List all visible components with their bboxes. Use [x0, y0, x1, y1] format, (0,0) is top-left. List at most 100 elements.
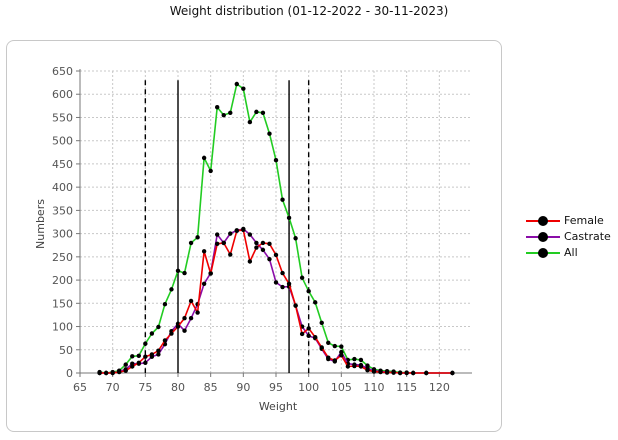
data-point-castrate: [143, 360, 148, 365]
data-point-female: [182, 315, 187, 321]
data-point-female: [195, 310, 200, 315]
data-point-castrate: [201, 281, 207, 286]
data-point-female: [345, 364, 351, 369]
data-point-female: [123, 368, 128, 373]
data-point-female: [371, 369, 377, 374]
data-point-castrate: [156, 352, 161, 357]
data-point-female: [254, 245, 259, 250]
data-point-all: [169, 287, 174, 292]
x-tick-label: 95: [269, 381, 283, 394]
data-point-castrate: [339, 349, 344, 355]
data-point-female: [286, 281, 292, 286]
tick-labels: 0 50 100 150 200 250 300 350 400 450 500 550 600 650 6…: [52, 65, 450, 394]
data-point-female: [273, 252, 279, 258]
legend-marker-female: [538, 215, 548, 226]
data-point-female: [221, 240, 226, 246]
data-point-female: [299, 331, 305, 337]
legend: Female Castrate All: [526, 213, 611, 261]
data-point-female: [143, 354, 148, 359]
y-tick-label: 650: [52, 65, 73, 78]
data-point-female: [293, 303, 298, 308]
x-tick-label: 90: [236, 381, 250, 394]
data-point-castrate: [182, 328, 187, 333]
data-point-all: [299, 275, 305, 280]
data-point-castrate: [273, 280, 279, 285]
data-point-all: [156, 324, 161, 330]
x-tick-label: 70: [106, 381, 120, 394]
x-tick-label: 120: [429, 381, 450, 394]
x-tick-label: 85: [204, 381, 218, 394]
data-point-female: [130, 364, 135, 369]
data-point-female: [267, 241, 272, 247]
data-point-all: [267, 131, 272, 136]
data-point-all: [136, 353, 141, 359]
legend-label-castrate: Castrate: [564, 230, 611, 243]
reference-lines: [144, 80, 310, 373]
data-point-female: [404, 370, 409, 376]
data-point-female: [384, 370, 390, 375]
legend-item-castrate[interactable]: Castrate: [526, 229, 611, 244]
data-point-all: [143, 341, 148, 346]
data-point-female: [332, 358, 337, 363]
data-point-all: [188, 240, 194, 246]
data-point-female: [103, 370, 109, 376]
data-point-all: [123, 362, 128, 367]
data-point-female: [411, 370, 416, 376]
series-layer: [97, 81, 455, 376]
y-tick-label: 0: [66, 367, 73, 380]
data-point-female: [136, 360, 141, 365]
legend-item-all[interactable]: All: [526, 245, 611, 260]
data-point-all: [130, 354, 135, 359]
data-point-all: [273, 158, 279, 163]
y-tick-label: 300: [52, 228, 73, 241]
data-point-all: [162, 302, 168, 307]
legend-swatch-female: [526, 214, 560, 228]
data-point-castrate: [254, 240, 259, 246]
data-point-castrate: [228, 231, 233, 236]
y-tick-label: 450: [52, 158, 73, 171]
data-point-all: [306, 289, 311, 294]
data-point-female: [358, 364, 364, 369]
data-point-all: [254, 109, 259, 115]
data-point-female: [241, 227, 246, 233]
data-point-castrate: [280, 284, 285, 290]
x-tick-label: 80: [171, 381, 185, 394]
legend-swatch-all: [526, 246, 560, 260]
legend-marker-castrate: [538, 231, 548, 242]
data-point-female: [215, 241, 220, 247]
x-tick-label: 110: [364, 381, 385, 394]
x-tick-label: 105: [331, 381, 352, 394]
data-point-all: [182, 270, 187, 276]
data-point-all: [326, 340, 331, 345]
data-point-all: [234, 81, 239, 87]
chart-panel: [6, 40, 502, 432]
legend-label-female: Female: [564, 214, 604, 227]
data-point-castrate: [188, 315, 194, 321]
data-point-female: [208, 271, 213, 276]
data-point-female: [424, 370, 429, 376]
legend-label-all: All: [564, 246, 578, 259]
data-point-all: [247, 119, 253, 125]
data-point-all: [260, 110, 266, 116]
data-point-female: [247, 259, 253, 264]
data-point-all: [208, 168, 213, 174]
data-point-female: [313, 335, 318, 340]
data-point-castrate: [260, 247, 266, 253]
y-tick-label: 100: [52, 321, 73, 334]
chart-title: Weight distribution (01-12-2022 - 30-11-…: [169, 4, 449, 18]
data-point-all: [293, 236, 298, 241]
x-tick-label: 65: [73, 381, 87, 394]
data-point-all: [228, 110, 233, 116]
y-tick-label: 500: [52, 135, 73, 148]
data-point-female: [280, 270, 285, 276]
data-point-all: [352, 356, 357, 362]
y-tick-label: 600: [52, 88, 73, 101]
data-point-female: [110, 370, 115, 376]
data-point-all: [319, 320, 324, 326]
data-point-female: [352, 363, 357, 369]
legend-item-female[interactable]: Female: [526, 213, 611, 228]
data-point-all: [195, 235, 200, 240]
y-tick-label: 350: [52, 204, 73, 217]
legend-marker-all: [538, 247, 548, 258]
